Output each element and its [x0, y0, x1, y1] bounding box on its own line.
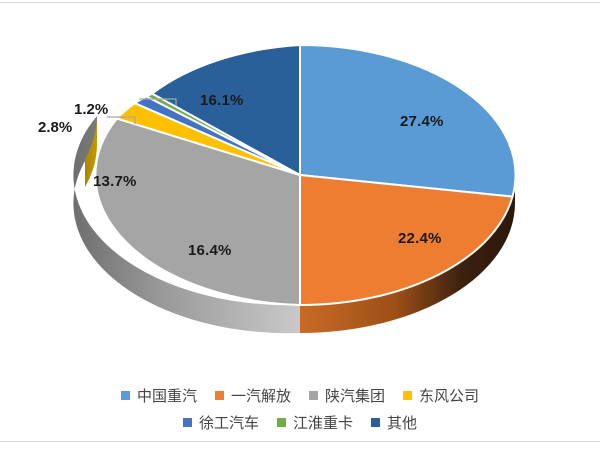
leader-line-xugong: [107, 116, 136, 124]
pie-chart-area: 27.4% 22.4% 16.4% 13.7% 16.1% 1.2% 2.8%: [38, 43, 517, 334]
legend-item-dongfeng-gongsi[interactable]: 东风公司: [403, 385, 479, 406]
top-divider: [0, 2, 600, 3]
legend-row-1: 中国重汽 一汽解放 陕汽集团 东风公司: [0, 382, 600, 409]
legend-label: 中国重汽: [136, 387, 197, 405]
legend-label: 徐工汽车: [198, 414, 259, 432]
pie-slice-yiqi-jiefang[interactable]: [299, 173, 514, 307]
side-wall-yellow: [85, 116, 98, 187]
legend-item-xugong-qiche[interactable]: 徐工汽车: [182, 412, 259, 433]
legend-label: 其他: [387, 414, 418, 432]
callout-label-xugong-qiche: 2.8%: [38, 119, 73, 136]
pie-slice-shanqi-jituan[interactable]: [94, 117, 301, 307]
slice-label-shanqi-jituan: 16.4%: [188, 242, 232, 259]
slice-label-qita: 16.1%: [200, 92, 244, 109]
legend-swatch-icon: [403, 391, 413, 400]
legend-swatch-icon: [309, 391, 318, 400]
legend-item-yiqi-jiefang[interactable]: 一汽解放: [214, 385, 291, 406]
legend-item-shanqi-jituan[interactable]: 陕汽集团: [309, 385, 385, 406]
legend-swatch-icon: [371, 418, 380, 427]
legend-swatch-icon: [120, 391, 130, 400]
legend-label: 陕汽集团: [325, 387, 386, 405]
bottom-divider: [0, 441, 600, 442]
pie-slice-zhongguo-zhongqi[interactable]: [299, 43, 517, 198]
legend-swatch-icon: [214, 391, 224, 400]
leader-line-jianghuai: [139, 98, 177, 106]
pie-chart-svg: [73, 43, 517, 334]
slice-label-zhongguo-zhongqi: 27.4%: [400, 113, 444, 130]
legend-label: 江淮重卡: [292, 414, 353, 432]
legend-row-2: 徐工汽车 江淮重卡 其他: [0, 409, 600, 436]
side-wall-gray: [73, 116, 300, 334]
pie-slice-qita[interactable]: [150, 43, 301, 177]
legend-item-zhongguo-zhongqi[interactable]: 中国重汽: [120, 385, 197, 406]
chart-legend: 中国重汽 一汽解放 陕汽集团 东风公司 徐工汽车 江淮重卡: [0, 382, 600, 436]
legend-swatch-icon: [182, 418, 192, 427]
callout-label-jianghuai-zhongka: 1.2%: [74, 101, 109, 118]
legend-label: 一汽解放: [230, 387, 291, 405]
legend-label: 东风公司: [419, 387, 480, 405]
legend-item-qita[interactable]: 其他: [371, 412, 417, 433]
slice-label-dongfeng-gongsi: 13.7%: [93, 173, 137, 190]
slice-label-yiqi-jiefang: 22.4%: [398, 230, 442, 247]
legend-item-jianghuai-zhongka[interactable]: 江淮重卡: [276, 412, 353, 433]
legend-swatch-icon: [276, 418, 286, 427]
